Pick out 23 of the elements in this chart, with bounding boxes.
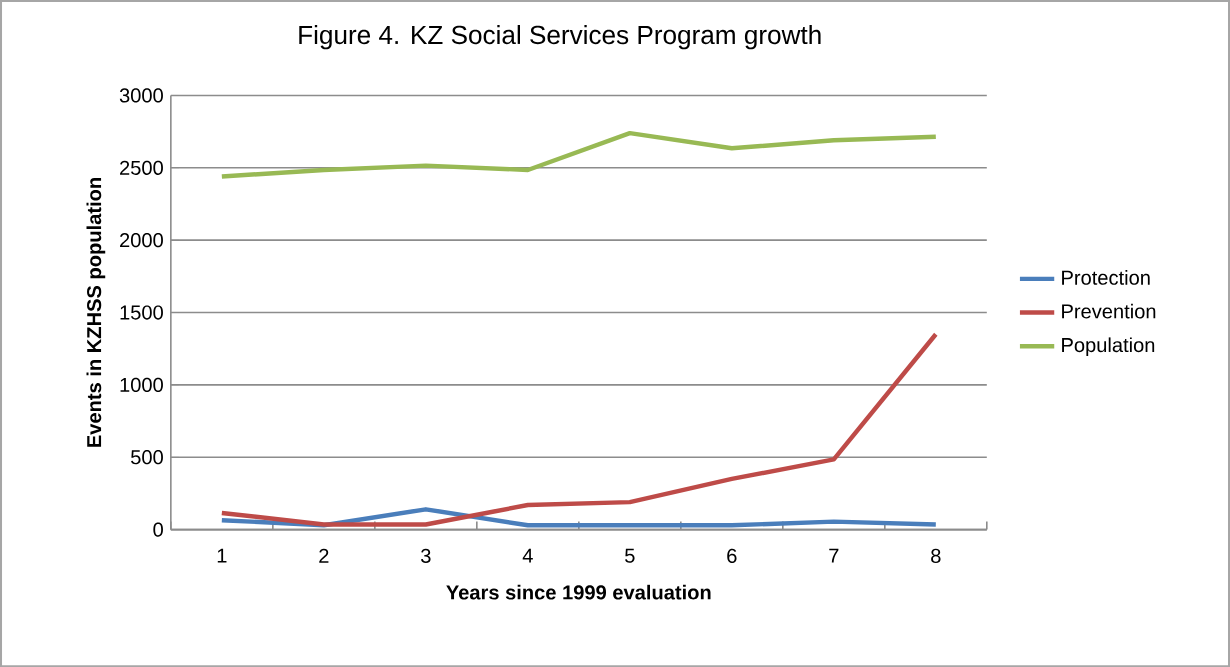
x-tick-label: 5 — [625, 548, 635, 563]
y-tick-label: 2000 — [120, 232, 163, 248]
legend-label: Population — [1062, 337, 1155, 356]
y-tick-label: 1000 — [120, 377, 163, 392]
y-tick-label: 1500 — [120, 305, 163, 320]
x-tick-label: 8 — [931, 548, 941, 563]
x-tick-label: 6 — [727, 548, 737, 563]
x-tick-label: 7 — [829, 548, 839, 563]
x-axis-title: Years since 1999 evaluation — [446, 584, 711, 600]
line-series — [219, 331, 939, 527]
chart-title: Figure 4. KZ Social Services Program growth — [299, 24, 821, 50]
y-tick-label: 500 — [131, 449, 163, 465]
x-tick-label: 1 — [217, 548, 227, 563]
y-tick-label: 3000 — [119, 88, 163, 103]
x-tick-label: 2 — [319, 548, 329, 563]
line-series — [219, 130, 939, 179]
x-tick-label: 4 — [522, 548, 533, 563]
y-tick-label: 2500 — [120, 160, 163, 175]
legend-label: Prevention — [1062, 303, 1156, 319]
x-tick-label: 3 — [421, 548, 431, 563]
legend-label: Protection — [1062, 269, 1150, 285]
y-tick-label: 0 — [153, 522, 163, 537]
y-axis-title: Events in KZHSS population — [86, 177, 106, 447]
